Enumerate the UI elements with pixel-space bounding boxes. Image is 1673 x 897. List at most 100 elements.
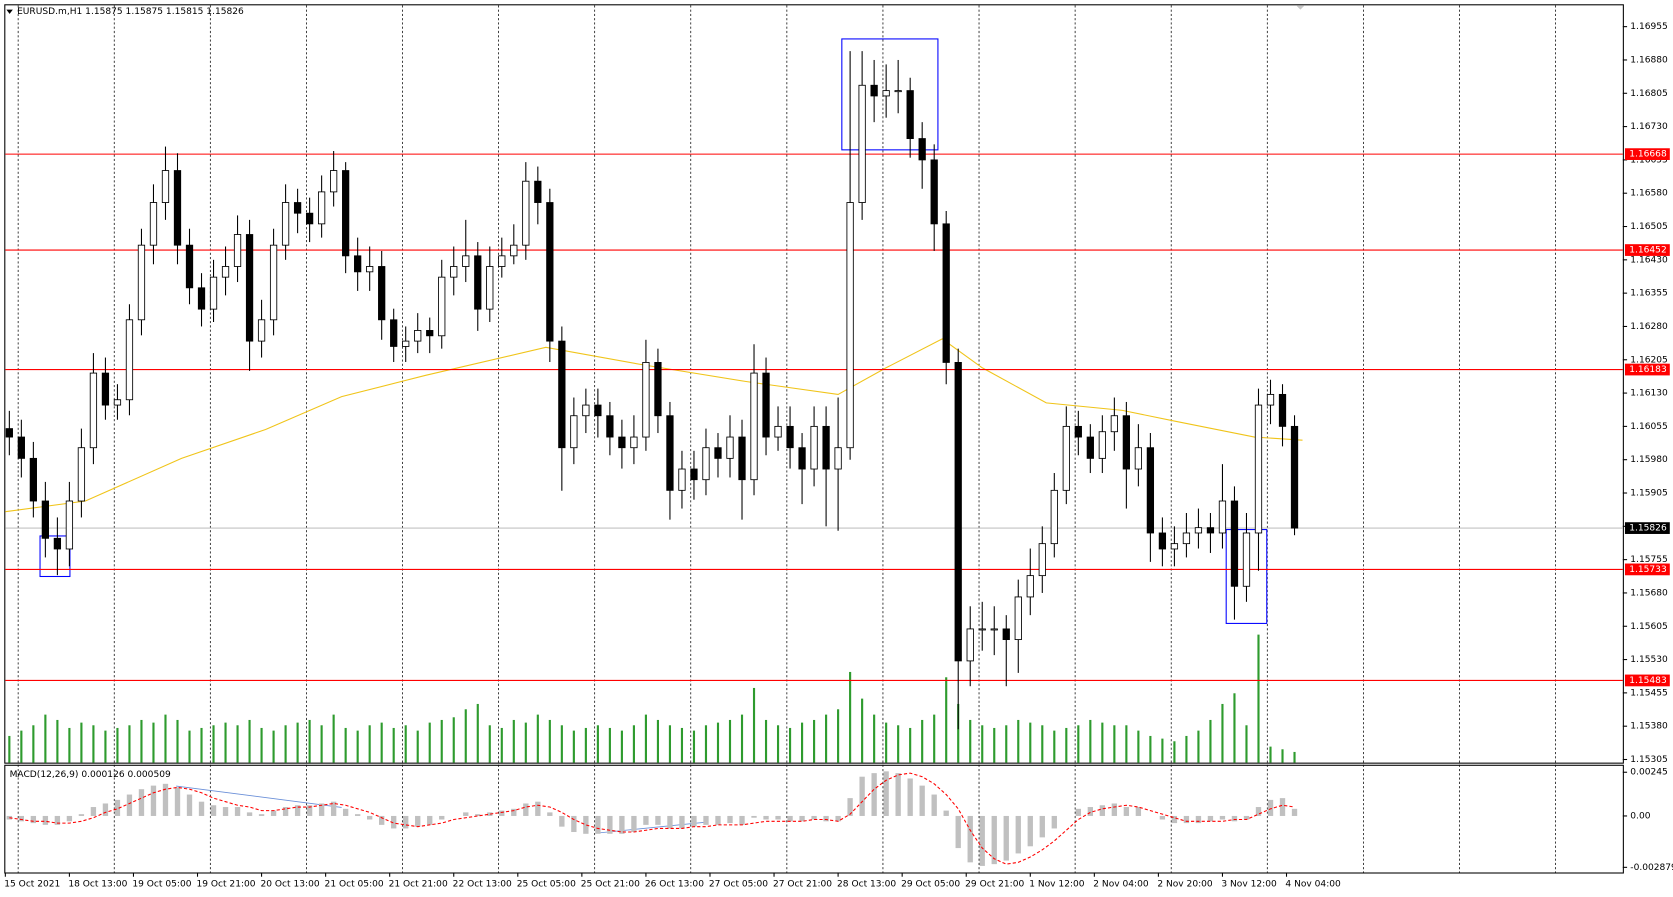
x-tick-label: 22 Oct 13:00 <box>453 880 512 890</box>
volume-bar <box>452 717 455 763</box>
price-level-label: 1.15733 <box>1629 565 1667 575</box>
candle-body <box>149 202 158 246</box>
volume-bar <box>1233 693 1236 763</box>
macd-bar <box>631 815 637 833</box>
volume-bar <box>1269 746 1272 763</box>
candle-body <box>1230 500 1239 587</box>
volume-bar <box>512 719 515 763</box>
candle-body <box>366 266 374 273</box>
volume-bar <box>1209 719 1212 763</box>
macd-trendline[interactable] <box>597 821 705 834</box>
macd-bar <box>727 815 733 824</box>
volume-bar <box>873 714 876 763</box>
annotation-rectangle[interactable] <box>841 38 939 151</box>
candle-body <box>305 212 314 225</box>
candle-body <box>546 202 554 342</box>
candle-body <box>762 372 770 438</box>
candle-body <box>486 266 494 310</box>
volume-bar <box>500 727 503 763</box>
candle-body <box>882 90 890 97</box>
volume-bar <box>752 687 756 763</box>
x-tick-label: 18 Oct 13:00 <box>68 880 127 890</box>
candle-body <box>1002 628 1010 641</box>
y-tick-label: 1.16430 <box>1630 255 1668 265</box>
volume-bar <box>776 725 780 763</box>
macd-bar <box>54 815 61 825</box>
volume-bar <box>656 719 660 763</box>
y-tick-label: 1.16355 <box>1630 289 1668 299</box>
price-level-label: 1.16183 <box>1629 365 1667 375</box>
macd-bar <box>403 815 409 829</box>
y-tick-label: 1.16730 <box>1630 122 1668 132</box>
candle-body <box>438 276 446 337</box>
volume-bar <box>116 727 119 763</box>
volume-bar <box>320 725 323 763</box>
y-tick-label: 1.15905 <box>1630 489 1668 499</box>
y-tick-label: 1.15980 <box>1630 455 1668 465</box>
volume-bar <box>548 719 551 763</box>
macd-bar <box>1123 807 1130 816</box>
macd-bar <box>799 815 805 822</box>
y-tick-label: 1.16055 <box>1630 422 1668 432</box>
macd-panel-frame <box>4 764 1624 874</box>
volume-bar <box>164 714 167 763</box>
volume-bar <box>44 714 47 763</box>
volume-bar <box>1149 735 1152 763</box>
volume-bar <box>644 714 647 763</box>
candle-body <box>1170 543 1179 550</box>
x-tick-label: 21 Oct 21:00 <box>389 880 448 890</box>
macd-bar <box>523 803 529 816</box>
candle-body <box>822 425 830 470</box>
volume-bar <box>296 722 299 763</box>
macd-bar <box>1087 807 1094 816</box>
candle-body <box>594 404 602 417</box>
price-level-tag <box>1624 244 1670 256</box>
volume-bar <box>1173 741 1176 763</box>
volume-bar <box>584 727 587 763</box>
volume-bar <box>1293 751 1296 763</box>
candle-body <box>402 340 410 347</box>
menu-triangle[interactable] <box>6 9 13 14</box>
volume-bar <box>176 719 179 763</box>
macd-bar <box>66 815 73 822</box>
macd-bar <box>270 810 277 816</box>
macd-bar <box>979 815 985 866</box>
macd-bar <box>1135 807 1142 816</box>
macd-trendline[interactable] <box>176 785 342 808</box>
macd-bar <box>367 815 373 820</box>
candle-body <box>269 244 278 321</box>
volume-bar <box>668 725 672 763</box>
price-level-label: 1.15483 <box>1629 676 1667 686</box>
macd-bar <box>162 783 169 816</box>
macd-bar <box>1195 815 1202 824</box>
macd-bar <box>138 789 145 816</box>
candle-body <box>534 180 542 203</box>
macd-bar <box>330 801 337 816</box>
volume-bar <box>404 725 407 763</box>
macd-bar <box>306 805 313 816</box>
volume-bar <box>212 725 215 763</box>
macd-bar <box>342 808 349 816</box>
price-level-tag <box>1624 674 1670 687</box>
volume-bar <box>104 730 107 763</box>
candle-body <box>53 537 62 550</box>
macd-bar <box>991 815 997 865</box>
volume-bar <box>476 703 479 763</box>
volume-bar <box>692 730 696 763</box>
volume-bar <box>380 722 383 763</box>
volume-bar <box>524 722 527 763</box>
candle-body <box>17 436 25 459</box>
candle-body <box>954 362 962 662</box>
candle-body <box>858 84 866 203</box>
volume-bar <box>1053 730 1056 763</box>
macd-bar <box>823 815 829 822</box>
macd-signal <box>9 772 1295 865</box>
candle-body <box>65 500 74 550</box>
macd-bar <box>1279 798 1286 816</box>
volume-bar <box>909 727 912 763</box>
candle-body <box>1134 447 1143 470</box>
volume-bar <box>680 727 684 763</box>
macd-bar <box>1111 803 1118 816</box>
macd-bar <box>1075 808 1081 816</box>
volume-bar <box>788 727 792 763</box>
